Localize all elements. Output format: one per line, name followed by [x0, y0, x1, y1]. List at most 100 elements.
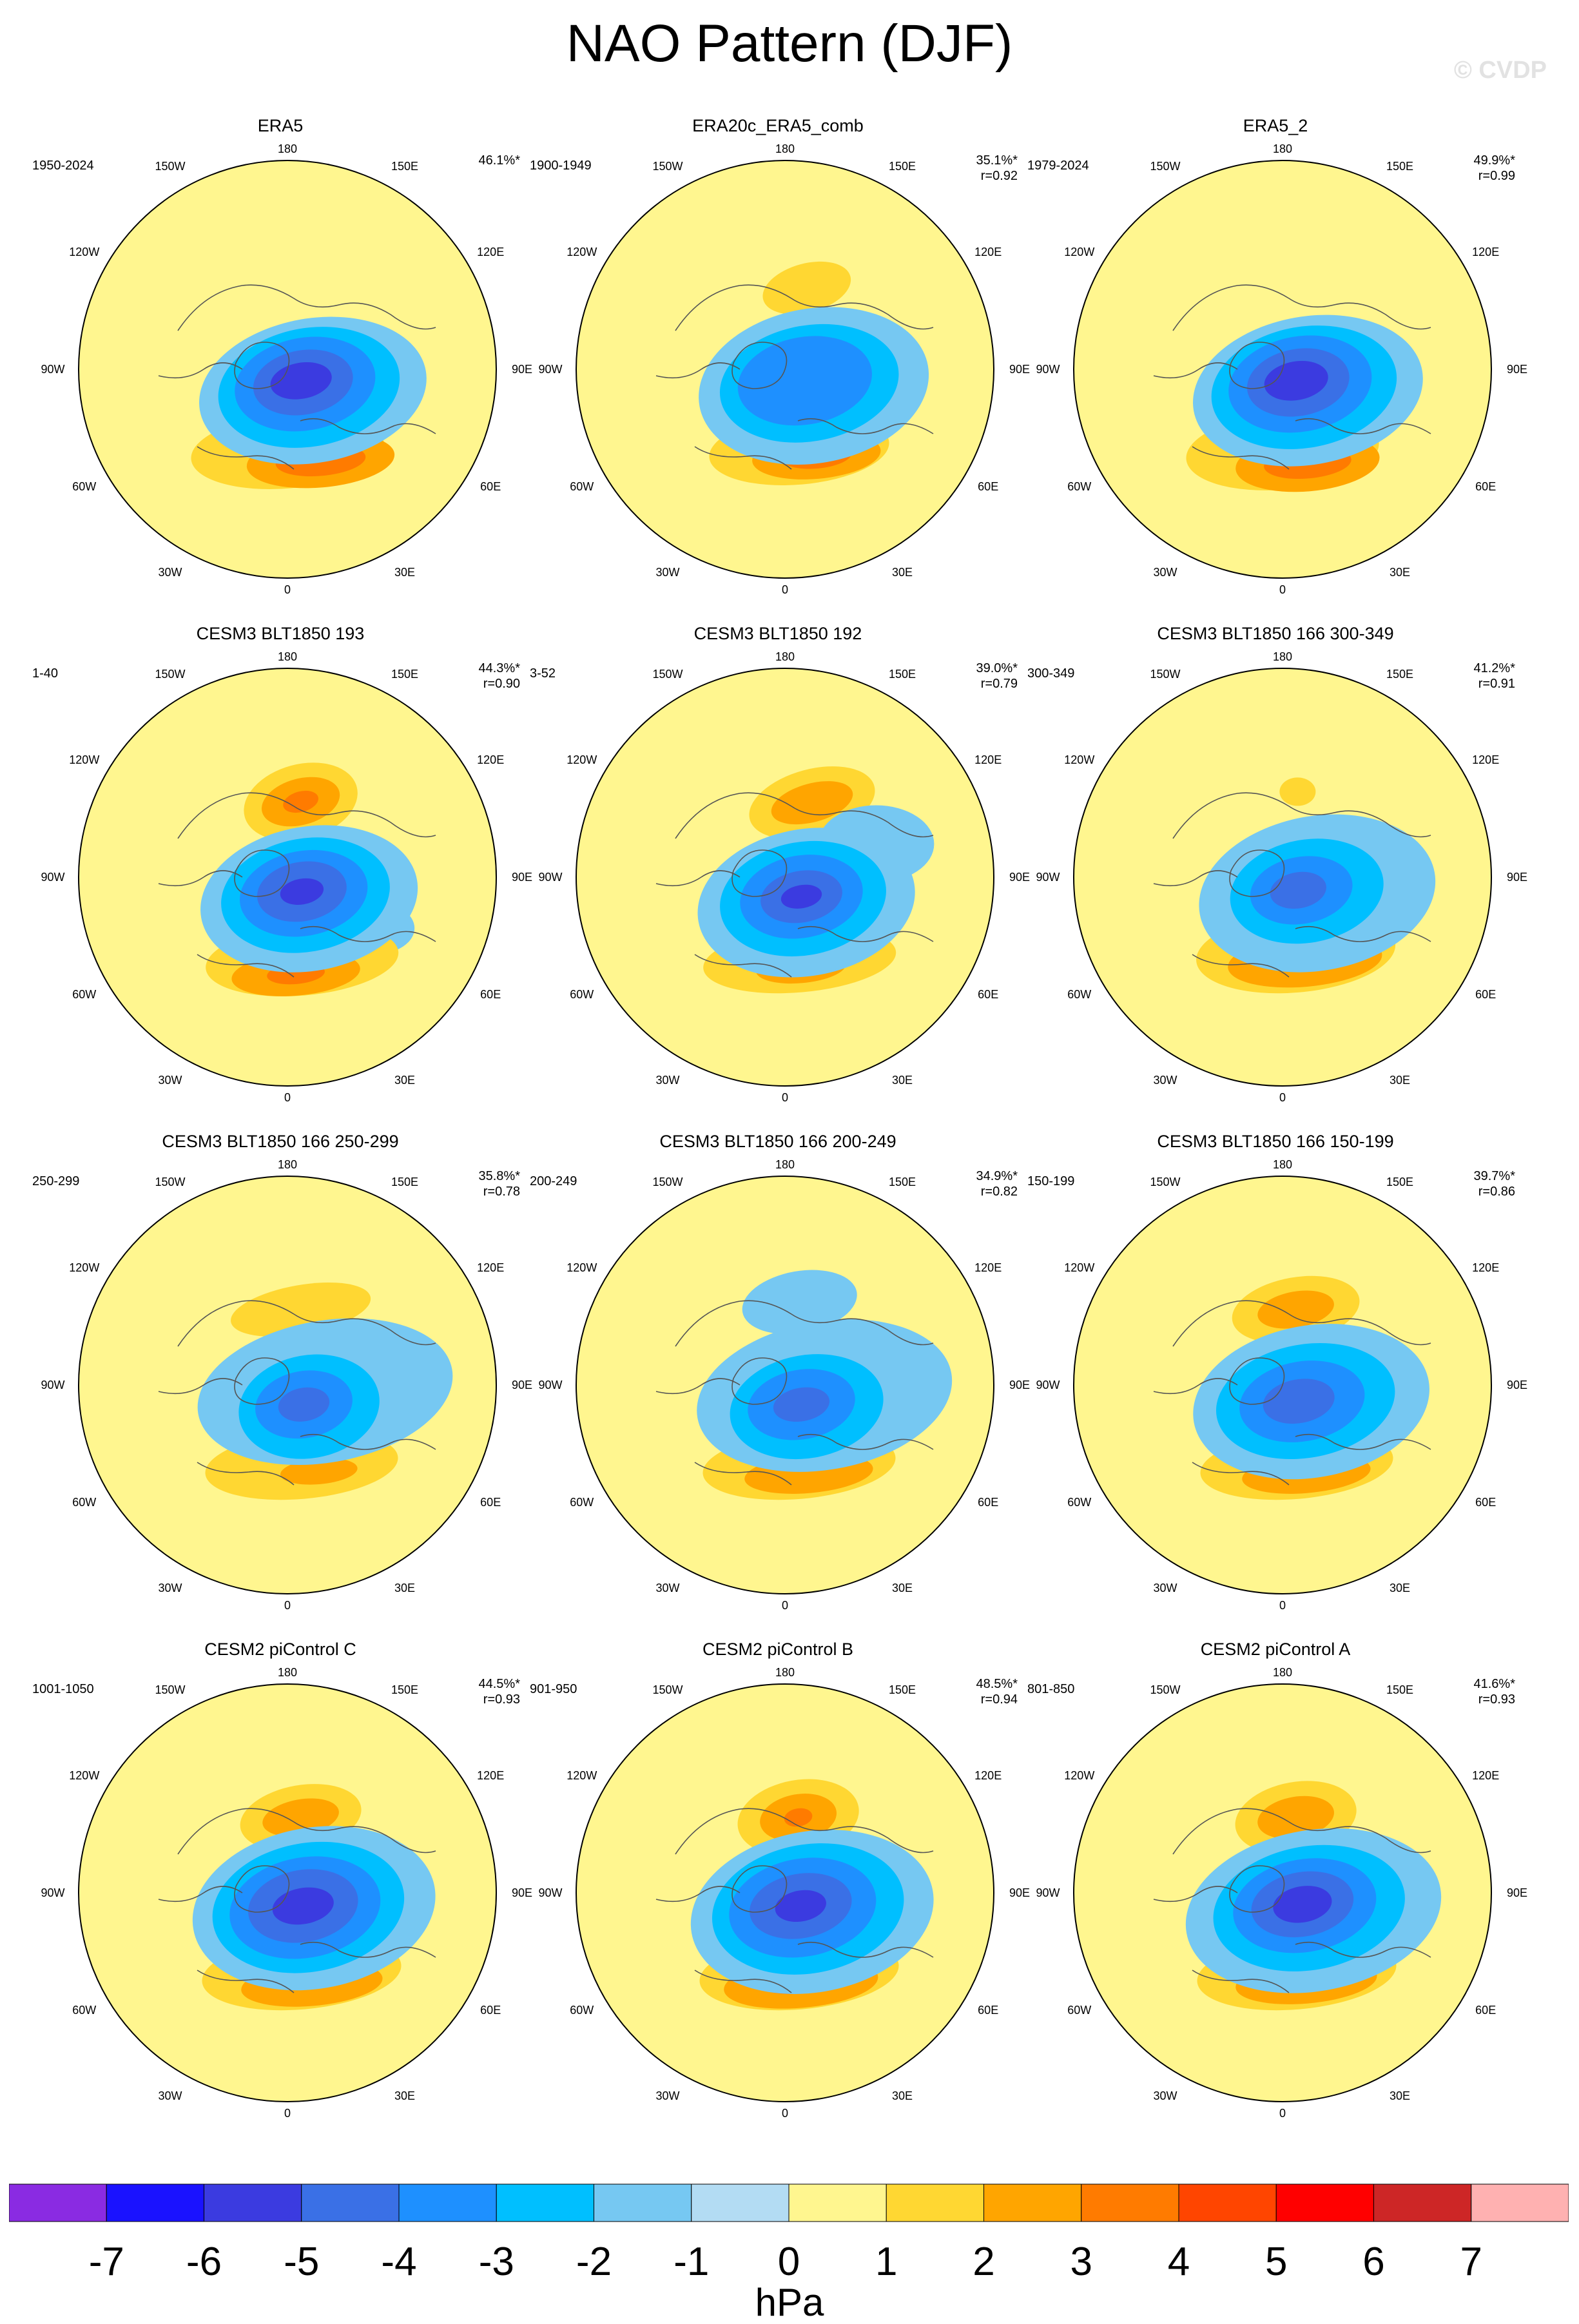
colorbar-tick-label: 6	[1362, 2240, 1385, 2284]
coastline	[655, 284, 934, 470]
polar-map	[1073, 1683, 1492, 2102]
longitude-label: 180	[1272, 1666, 1293, 1679]
panel-variance-explained: 41.6%*	[1473, 1677, 1516, 1691]
longitude-label: 150W	[1150, 159, 1181, 173]
longitude-label: 120W	[567, 753, 597, 766]
map-border	[78, 1683, 497, 2102]
longitude-label: 180	[775, 1158, 795, 1171]
map-panel: ERA20c_ERA5_comb 1900-1949 35.1%* r=0.92 180…	[530, 115, 1030, 617]
longitude-label: 120W	[69, 753, 100, 766]
longitude-label: 90E	[1009, 871, 1031, 884]
colorbar-tick-label: -6	[186, 2240, 222, 2284]
longitude-label: 30W	[158, 566, 182, 579]
longitude-label: 30W	[158, 1582, 182, 1595]
longitude-label: 180	[1272, 142, 1293, 155]
panel-title: ERA5	[257, 116, 304, 135]
longitude-label: 30E	[394, 1582, 416, 1595]
longitude-label: 30E	[1389, 2089, 1411, 2103]
longitude-label: 150W	[652, 667, 683, 681]
longitude-label: 150W	[1150, 667, 1181, 681]
map-border	[1073, 1683, 1492, 2102]
longitude-label: 120W	[567, 246, 597, 258]
longitude-label: 120W	[567, 1769, 597, 1782]
longitude-label: 60E	[480, 988, 501, 1001]
longitude-label: 150W	[155, 1175, 186, 1188]
longitude-label: 0	[284, 1091, 291, 1104]
panel-variance-explained: 39.0%*	[976, 661, 1018, 675]
longitude-label: 120E	[974, 246, 1002, 258]
longitude-label: 120E	[1472, 1261, 1500, 1274]
longitude-label: 30W	[655, 566, 680, 579]
map-border	[1073, 1176, 1492, 1594]
colorbar-swatch	[301, 2184, 400, 2222]
longitude-label: 60W	[72, 2004, 97, 2017]
panel-pattern-correlation: r=0.78	[483, 1185, 520, 1199]
panel-title: CESM3 BLT1850 192	[693, 624, 862, 643]
longitude-label: 60E	[1475, 1496, 1497, 1509]
map-border	[78, 668, 497, 1087]
longitude-label: 120E	[1472, 246, 1500, 258]
longitude-label: 90W	[41, 871, 65, 884]
longitude-label: 60E	[1475, 2004, 1497, 2017]
map-panel: CESM3 BLT1850 166 150-199 150-199 39.7%* r=…	[1027, 1130, 1527, 1633]
panel-year-range: 300-349	[1027, 666, 1075, 681]
polar-map	[78, 668, 497, 1087]
longitude-label: 60E	[480, 2004, 501, 2017]
panel-variance-explained: 35.1%*	[976, 153, 1018, 168]
longitude-label: 0	[781, 1091, 789, 1104]
longitude-label: 0	[1279, 2107, 1286, 2120]
longitude-label: 30W	[655, 2089, 680, 2103]
coastline	[1153, 284, 1431, 470]
longitude-label: 90E	[1009, 1379, 1031, 1391]
longitude-label: 90E	[511, 1379, 533, 1391]
longitude-label: 150E	[888, 159, 916, 173]
colorbar-swatch	[983, 2184, 1082, 2222]
longitude-label: 120E	[477, 1261, 505, 1274]
longitude-label: 150W	[652, 1683, 683, 1696]
panel-year-range: 200-249	[530, 1174, 577, 1188]
map-border	[1073, 668, 1492, 1087]
panel-variance-explained: 49.9%*	[1473, 153, 1516, 168]
longitude-label: 120W	[69, 246, 100, 258]
panel-title: CESM3 BLT1850 166 300-349	[1157, 624, 1394, 643]
colorbar-tick-label: -7	[88, 2240, 124, 2284]
longitude-label: 90W	[41, 363, 65, 376]
colorbar-swatch	[106, 2184, 204, 2222]
coastline	[1153, 1300, 1431, 1486]
colorbar-swatch	[1275, 2184, 1374, 2222]
map-panel: CESM3 BLT1850 166 200-249 200-249 34.9%* r=…	[530, 1130, 1030, 1633]
longitude-label: 120E	[974, 753, 1002, 766]
panel-pattern-correlation: r=0.79	[980, 677, 1018, 691]
longitude-label: 90W	[538, 1886, 563, 1899]
polar-map	[576, 160, 994, 579]
longitude-label: 120E	[477, 246, 505, 258]
longitude-label: 60E	[1475, 988, 1497, 1001]
colorbar-tick-label: 0	[777, 2240, 800, 2284]
colorbar-swatch	[691, 2184, 790, 2222]
longitude-label: 60W	[570, 480, 594, 493]
map-panel: CESM3 BLT1850 166 300-349 300-349 41.2%* r=…	[1027, 623, 1527, 1125]
polar-map	[78, 1176, 497, 1594]
longitude-label: 0	[284, 583, 291, 596]
colorbar-tick-label: -3	[478, 2240, 514, 2284]
positive-anomaly-contour	[762, 261, 851, 315]
longitude-label: 30W	[1153, 566, 1177, 579]
longitude-label: 120W	[1064, 753, 1095, 766]
panel-title: ERA5_2	[1243, 116, 1308, 135]
longitude-label: 150W	[652, 1175, 683, 1188]
longitude-label: 0	[781, 1599, 789, 1612]
polar-map	[1073, 1176, 1492, 1594]
colorbar-tick-label: 4	[1167, 2240, 1190, 2284]
longitude-label: 30E	[394, 1074, 416, 1087]
panel-pattern-correlation: r=0.94	[980, 1692, 1018, 1707]
panel-pattern-correlation: r=0.86	[1478, 1185, 1515, 1199]
panel-variance-explained: 39.7%*	[1473, 1169, 1516, 1183]
polar-map	[576, 668, 994, 1087]
panel-variance-explained: 48.5%*	[976, 1677, 1018, 1691]
panel-pattern-correlation: r=0.92	[980, 169, 1018, 183]
panel-variance-explained: 41.2%*	[1473, 661, 1516, 675]
longitude-label: 180	[277, 1666, 298, 1679]
longitude-label: 120E	[477, 1769, 505, 1782]
longitude-label: 120W	[1064, 1769, 1095, 1782]
map-border	[1073, 160, 1492, 579]
